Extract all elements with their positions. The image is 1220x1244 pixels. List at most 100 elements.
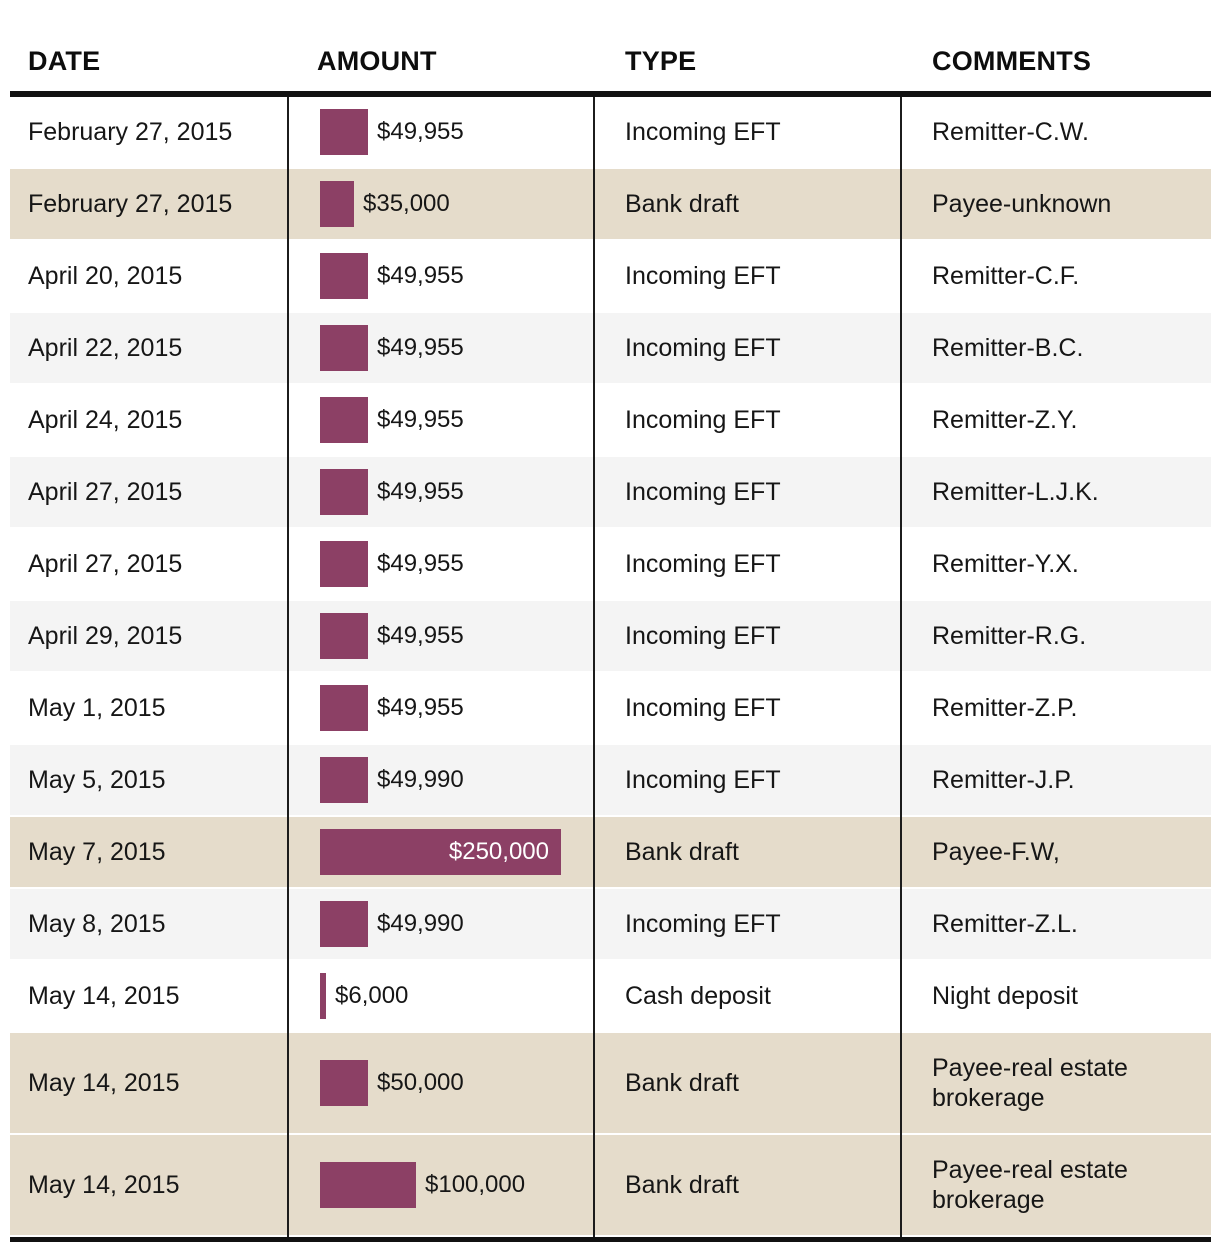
amount-cell: $49,955 <box>287 253 593 299</box>
table-row: May 7, 2015 $250,000 Bank draft Payee-F.… <box>10 817 1211 889</box>
type-cell: Bank draft <box>625 1171 739 1199</box>
amount-label: $50,000 <box>377 1069 464 1096</box>
amount-cell: $35,000 <box>287 181 593 227</box>
date-cell: April 24, 2015 <box>28 406 183 434</box>
date-cell: April 22, 2015 <box>28 334 183 362</box>
comments-cell: Payee-real estate brokerage <box>932 1054 1128 1112</box>
column-divider-3 <box>900 97 902 1237</box>
type-cell: Bank draft <box>625 190 739 218</box>
amount-bar <box>320 685 368 731</box>
table-row: May 8, 2015 $49,990 Incoming EFT Remitte… <box>10 889 1211 961</box>
table-bottom-border <box>10 1237 1211 1242</box>
date-cell: April 29, 2015 <box>28 622 183 650</box>
column-header-type: TYPE <box>625 46 697 76</box>
amount-cell: $49,990 <box>287 901 593 947</box>
type-cell: Incoming EFT <box>625 766 781 794</box>
type-cell: Incoming EFT <box>625 478 781 506</box>
type-cell: Incoming EFT <box>625 550 781 578</box>
date-cell: April 27, 2015 <box>28 478 183 506</box>
table-row: April 29, 2015 $49,955 Incoming EFT Remi… <box>10 601 1211 673</box>
date-cell: May 14, 2015 <box>28 1069 180 1097</box>
amount-bar <box>320 973 326 1019</box>
type-cell: Incoming EFT <box>625 406 781 434</box>
amount-label: $49,955 <box>377 262 464 289</box>
amount-bar <box>320 541 368 587</box>
comments-cell: Remitter-C.F. <box>932 262 1080 290</box>
date-cell: May 1, 2015 <box>28 694 166 722</box>
column-divider-1 <box>287 97 289 1237</box>
amount-label: $49,955 <box>377 478 464 505</box>
comments-cell: Payee-unknown <box>932 190 1112 218</box>
comments-cell: Remitter-Z.L. <box>932 910 1078 938</box>
amount-label: $49,955 <box>377 334 464 361</box>
amount-bar <box>320 1060 368 1106</box>
table-row: May 14, 2015 $50,000 Bank draft Payee-re… <box>10 1033 1211 1135</box>
comments-cell: Remitter-C.W. <box>932 118 1089 146</box>
comments-cell: Remitter-R.G. <box>932 622 1087 650</box>
date-cell: April 20, 2015 <box>28 262 183 290</box>
amount-label: $49,955 <box>377 694 464 721</box>
date-cell: May 7, 2015 <box>28 838 166 866</box>
amount-cell: $49,955 <box>287 613 593 659</box>
amount-label: $49,955 <box>377 622 464 649</box>
amount-label: $49,955 <box>377 550 464 577</box>
table-row: May 14, 2015 $6,000 Cash deposit Night d… <box>10 961 1211 1033</box>
type-cell: Incoming EFT <box>625 262 781 290</box>
comments-cell: Payee-F.W, <box>932 838 1060 866</box>
table-header: DATE AMOUNT TYPE COMMENTS <box>10 0 1211 97</box>
amount-label: $49,990 <box>377 910 464 937</box>
amount-cell: $49,955 <box>287 397 593 443</box>
date-cell: April 27, 2015 <box>28 550 183 578</box>
amount-bar <box>320 469 368 515</box>
amount-label: $250,000 <box>448 838 549 865</box>
column-header-date: DATE <box>28 46 101 76</box>
comments-cell: Remitter-J.P. <box>932 766 1075 794</box>
type-cell: Incoming EFT <box>625 118 781 146</box>
amount-cell: $50,000 <box>287 1060 593 1106</box>
date-cell: February 27, 2015 <box>28 118 233 146</box>
date-cell: May 8, 2015 <box>28 910 166 938</box>
amount-bar <box>320 901 368 947</box>
amount-label: $49,955 <box>377 118 464 145</box>
column-divider-2 <box>593 97 595 1237</box>
type-cell: Incoming EFT <box>625 622 781 650</box>
comments-cell: Payee-real estate brokerage <box>932 1156 1128 1214</box>
transactions-table: DATE AMOUNT TYPE COMMENTS February 27, 2… <box>10 0 1211 1242</box>
comments-cell: Remitter-Z.P. <box>932 694 1078 722</box>
amount-bar <box>320 109 368 155</box>
amount-label: $49,990 <box>377 766 464 793</box>
amount-label: $100,000 <box>425 1171 526 1198</box>
type-cell: Bank draft <box>625 1069 739 1097</box>
amount-cell: $250,000 <box>287 829 593 875</box>
comments-cell: Remitter-B.C. <box>932 334 1084 362</box>
table-row: April 27, 2015 $49,955 Incoming EFT Remi… <box>10 457 1211 529</box>
type-cell: Incoming EFT <box>625 910 781 938</box>
date-cell: May 14, 2015 <box>28 1171 180 1199</box>
table-body: February 27, 2015 $49,955 Incoming EFT R… <box>10 97 1211 1237</box>
amount-bar: $250,000 <box>320 829 561 875</box>
amount-cell: $49,955 <box>287 325 593 371</box>
amount-bar <box>320 253 368 299</box>
type-cell: Cash deposit <box>625 982 771 1010</box>
amount-label: $6,000 <box>335 982 409 1009</box>
amount-bar <box>320 325 368 371</box>
table-row: April 22, 2015 $49,955 Incoming EFT Remi… <box>10 313 1211 385</box>
amount-label: $49,955 <box>377 406 464 433</box>
amount-cell: $100,000 <box>287 1162 593 1208</box>
amount-bar <box>320 613 368 659</box>
type-cell: Incoming EFT <box>625 694 781 722</box>
column-header-amount: AMOUNT <box>317 46 437 76</box>
amount-cell: $49,955 <box>287 685 593 731</box>
table-row: May 5, 2015 $49,990 Incoming EFT Remitte… <box>10 745 1211 817</box>
table-row: May 1, 2015 $49,955 Incoming EFT Remitte… <box>10 673 1211 745</box>
amount-cell: $49,955 <box>287 469 593 515</box>
comments-cell: Remitter-Y.X. <box>932 550 1079 578</box>
date-cell: May 14, 2015 <box>28 982 180 1010</box>
date-cell: May 5, 2015 <box>28 766 166 794</box>
table-row: April 27, 2015 $49,955 Incoming EFT Remi… <box>10 529 1211 601</box>
amount-bar <box>320 181 354 227</box>
comments-cell: Night deposit <box>932 982 1078 1010</box>
amount-bar <box>320 1162 416 1208</box>
table-row: May 14, 2015 $100,000 Bank draft Payee-r… <box>10 1135 1211 1237</box>
date-cell: February 27, 2015 <box>28 190 233 218</box>
